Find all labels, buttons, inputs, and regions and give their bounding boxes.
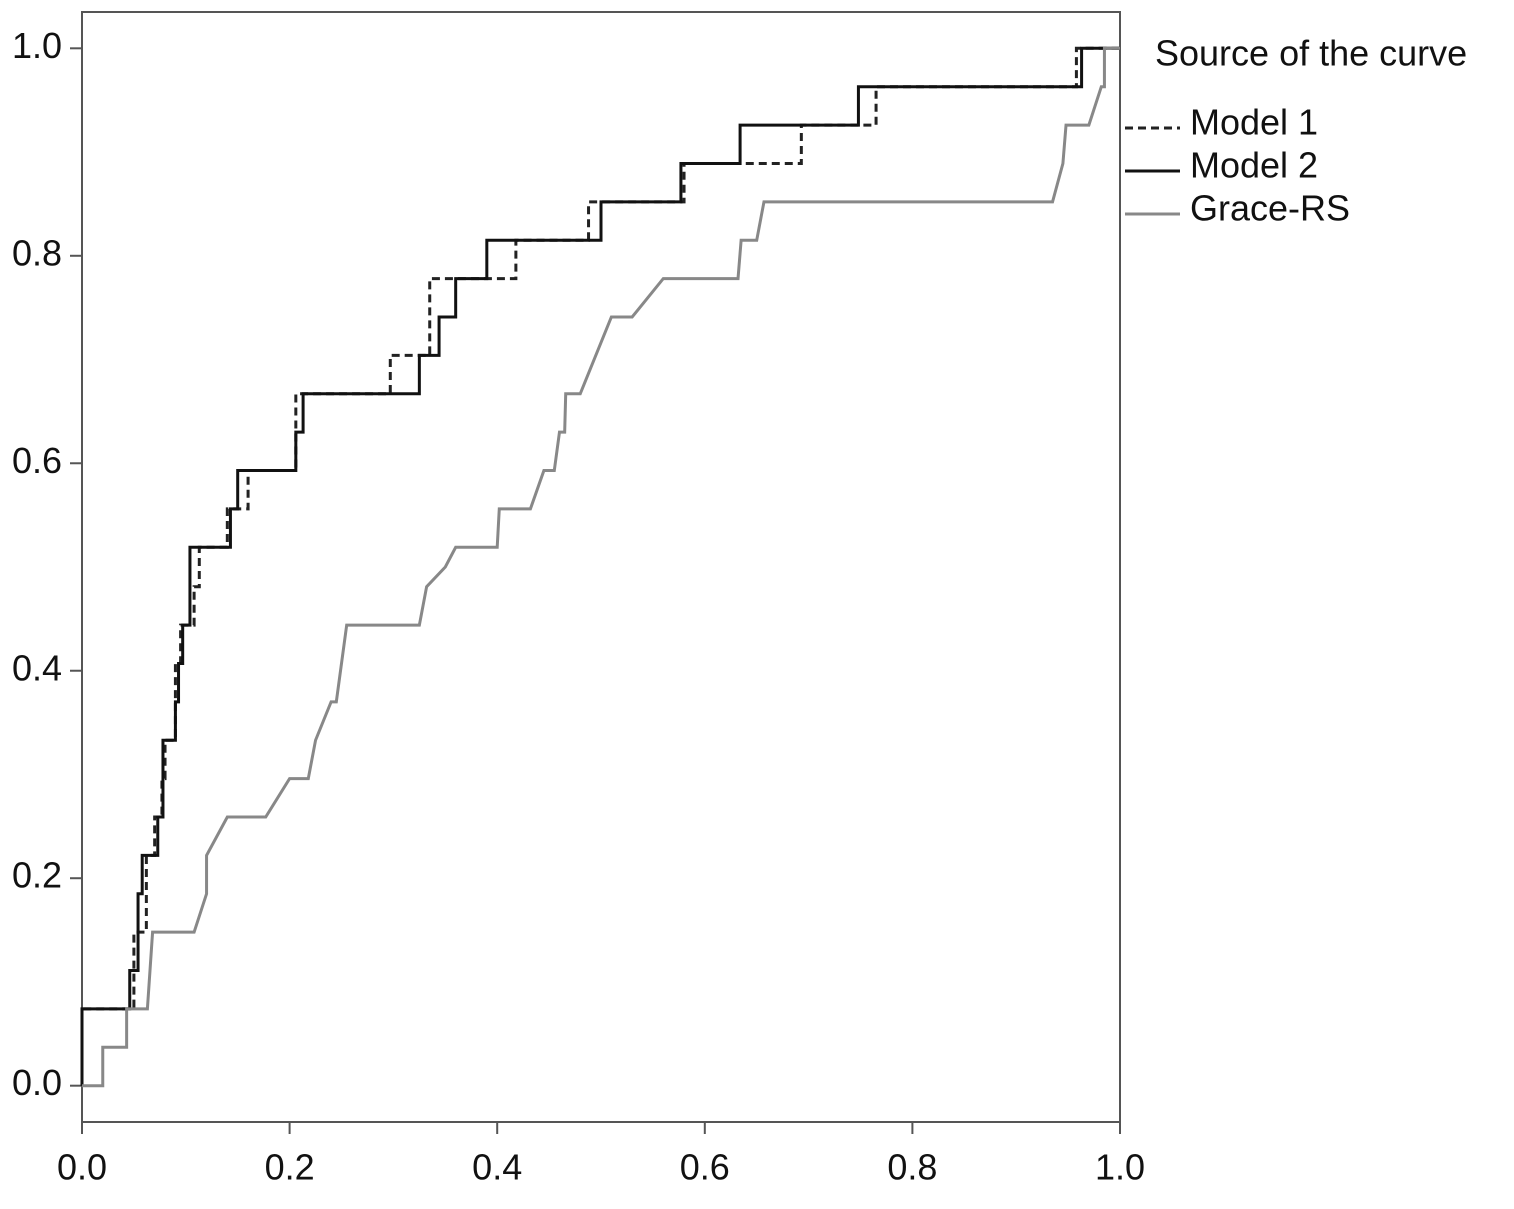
x-tick-label: 0.8 [887, 1147, 937, 1188]
roc-curve [82, 46, 1120, 1088]
legend-label: Model 1 [1190, 102, 1318, 143]
y-tick-label: 0.8 [12, 232, 62, 273]
roc-curve [80, 46, 1120, 1086]
x-tick-label: 0.2 [265, 1147, 315, 1188]
legend-label: Model 2 [1190, 145, 1318, 186]
legend-title: Source of the curve [1155, 33, 1467, 74]
y-tick-label: 0.2 [12, 855, 62, 896]
x-tick-label: 0.6 [680, 1147, 730, 1188]
y-tick-label: 0.6 [12, 440, 62, 481]
x-tick-label: 0.0 [57, 1147, 107, 1188]
y-tick-label: 0.4 [12, 647, 62, 688]
x-tick-label: 0.4 [472, 1147, 522, 1188]
plot-frame [81, 11, 1121, 1123]
y-tick-label: 1.0 [12, 25, 62, 66]
x-tick-label: 1.0 [1095, 1147, 1145, 1188]
y-tick-label: 0.0 [12, 1062, 62, 1103]
legend-label: Grace-RS [1190, 188, 1350, 229]
